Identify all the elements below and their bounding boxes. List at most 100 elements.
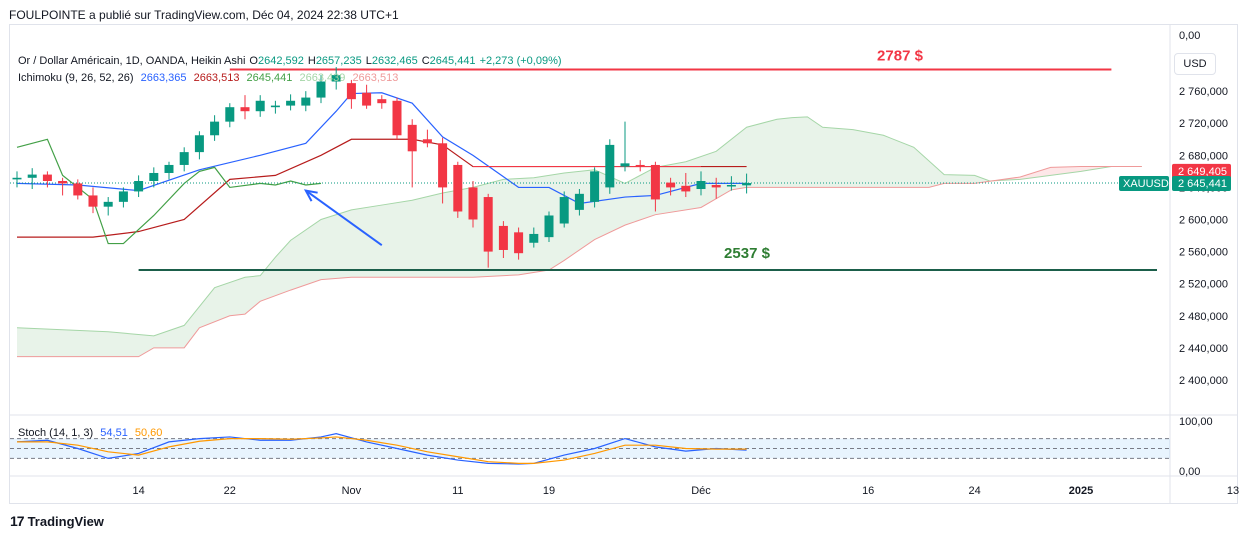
candle-body — [58, 180, 68, 184]
candle-body — [210, 121, 220, 136]
candle-body — [164, 164, 174, 173]
high-value: 2657,235 — [315, 55, 362, 67]
annotation-arrow-line — [305, 189, 383, 246]
price-tick-label: 2 720,000 — [1179, 118, 1228, 130]
tradingview-logo-icon: 17 — [10, 513, 25, 529]
ichimoku-span-a-value: 2663,439 — [299, 72, 346, 84]
candle-body — [12, 177, 22, 180]
open-label: O — [249, 55, 258, 67]
candle-body — [544, 215, 554, 238]
time-tick-label: Nov — [342, 485, 362, 497]
time-tick-label: 24 — [968, 485, 980, 497]
candle-body — [407, 124, 417, 152]
stoch-legend: Stoch (14, 1, 3) 54,51 50,60 — [18, 427, 166, 439]
tenkan-line — [16, 92, 747, 205]
last-price-marker-label: 2 645,441 — [1178, 178, 1227, 190]
candle-body — [605, 144, 615, 188]
price-pane: 2787 $ 2537 $ — [10, 47, 1170, 358]
candle-body — [286, 100, 296, 106]
time-tick-label: 14 — [132, 485, 144, 497]
stoch-label: Stoch (14, 1, 3) — [18, 427, 94, 439]
time-tick-label: Déc — [691, 485, 711, 497]
price-tick-label: 2 520,000 — [1179, 279, 1228, 291]
low-label: L — [365, 55, 372, 67]
candle-body — [346, 83, 356, 100]
candle-body — [73, 183, 83, 196]
currency-button[interactable]: USD — [1174, 53, 1216, 75]
candle-body — [118, 191, 128, 202]
candle-body — [514, 232, 524, 254]
candle-body — [483, 197, 493, 252]
tradingview-brand: TradingView — [27, 513, 104, 529]
high-label: H — [307, 55, 316, 67]
ichimoku-label: Ichimoku (9, 26, 52, 26) — [18, 72, 134, 84]
support-level-label: 2537 $ — [724, 245, 771, 262]
candle-body — [696, 180, 706, 190]
time-tick-label: 22 — [224, 485, 236, 497]
tradingview-footer: 17 TradingView — [10, 513, 104, 529]
time-tick-label: 19 — [543, 485, 555, 497]
candle-body — [666, 182, 676, 188]
candle-body — [711, 185, 721, 188]
candle-body — [438, 143, 448, 188]
publish-header: FOULPOINTE a publié sur TradingView.com,… — [9, 8, 399, 22]
candle-body — [590, 171, 600, 202]
price-tick-label: 2 400,000 — [1179, 375, 1228, 387]
senkou-span-b-line — [17, 166, 1142, 358]
stoch-d-value: 50,60 — [134, 427, 163, 439]
candle-body — [194, 135, 204, 153]
open-value: 2642,592 — [257, 55, 304, 67]
close-label: C — [421, 55, 430, 67]
candle-body — [316, 81, 326, 98]
candle-body — [453, 164, 463, 212]
candle-body — [650, 164, 660, 200]
candle-body — [149, 172, 159, 181]
annotation-arrow-head — [303, 189, 318, 202]
stoch-k-value: 54,51 — [100, 427, 128, 439]
candle-body — [134, 180, 144, 192]
candle-body — [422, 139, 432, 144]
symbol-legend: Or / Dollar Américain, 1D, OANDA, Heikin… — [18, 55, 566, 67]
price-tick-label: 2 680,000 — [1179, 150, 1228, 162]
candle-body — [742, 183, 752, 186]
kijun-line — [17, 138, 747, 238]
ichimoku-chikou-value: 2645,441 — [246, 72, 293, 84]
candle-body — [270, 105, 280, 108]
ichimoku-span-b-value: 2663,513 — [352, 72, 399, 84]
price-marker-label: 2 649,405 — [1178, 166, 1227, 178]
time-tick-label: 16 — [862, 485, 874, 497]
candle-body — [681, 185, 691, 192]
ichimoku-legend: Ichimoku (9, 26, 52, 26) 2663,365 2663,5… — [18, 72, 402, 84]
price-marker-box — [1172, 163, 1231, 179]
candle-body — [392, 100, 402, 136]
stoch-tick-label: 100,00 — [1179, 416, 1213, 428]
price-tick-label: 2 600,000 — [1179, 215, 1228, 227]
candle-body — [635, 164, 645, 167]
candle-body — [301, 97, 311, 106]
low-value: 2632,465 — [371, 55, 418, 67]
candle-body — [179, 152, 189, 165]
price-tick-label: 2 760,000 — [1179, 86, 1228, 98]
price-tick-label: 2 560,000 — [1179, 247, 1228, 259]
candle-body — [255, 100, 265, 112]
candle-body — [225, 107, 235, 122]
price-tick-label: 2 440,000 — [1179, 343, 1228, 355]
time-tick-label: 2025 — [1069, 485, 1093, 497]
stoch-k-line — [16, 433, 747, 465]
candle-body — [726, 185, 736, 187]
change-value: +2,273 (+0,09%) — [479, 55, 562, 67]
stoch-tick-label: 0,00 — [1179, 466, 1200, 478]
symbol-marker-box — [1119, 176, 1169, 192]
stoch-band-fill — [10, 438, 1170, 459]
candle-body — [377, 99, 387, 104]
price-top-label: 0,00 — [1179, 30, 1200, 42]
candle-body — [559, 197, 569, 224]
ichimoku-kijun-value: 2663,513 — [193, 72, 240, 84]
candle-body — [331, 75, 341, 82]
time-tick-label: 13 — [1227, 485, 1239, 497]
chart-frame — [9, 24, 1238, 504]
candle-body — [529, 233, 539, 243]
ichimoku-cloud — [997, 166, 1112, 181]
candle-body — [468, 187, 478, 220]
